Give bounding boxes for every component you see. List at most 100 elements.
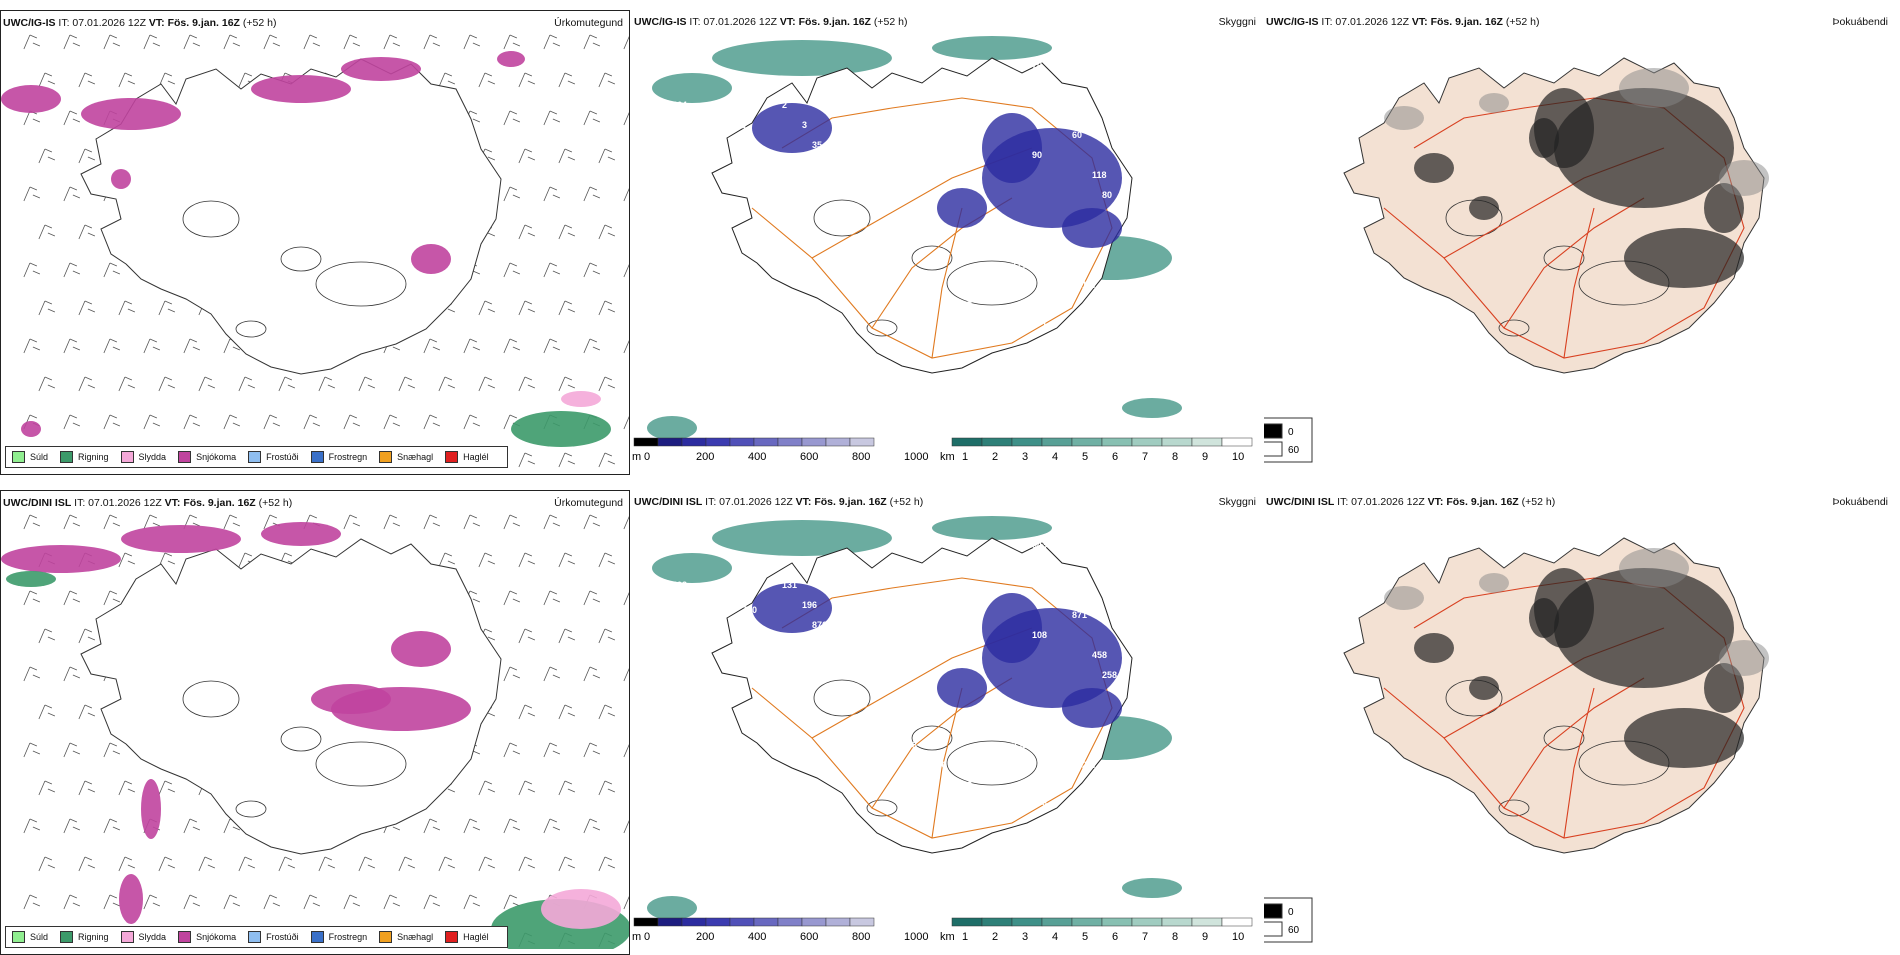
snow-area [21,421,41,437]
ceiling-value-label: 80 [1102,190,1112,200]
panel-title: UWC/DINI ISL IT: 07.01.2026 12Z VT: Fös.… [3,497,292,509]
wind-barb [598,628,616,644]
ceiling-tick: 600 [800,451,818,463]
glacier-outline [946,740,1038,786]
fog-dense-area [1704,663,1744,713]
wind-barb [38,704,56,720]
wind-barb [518,552,536,568]
ceiling-value-label: 286 [1022,780,1037,790]
glacier-outline [911,245,953,271]
legend-swatch [248,451,262,463]
wind-barb [118,300,136,316]
legend-label: Snæhagl [397,452,434,462]
panel-title: UWC/IG-IS IT: 07.01.2026 12Z VT: Fös. 9.… [3,17,276,29]
legend-item: Snjókoma [178,451,236,463]
legend-item: Rigning [60,451,109,463]
fog-dense-area [1529,118,1559,158]
visibility-unit: km [940,451,955,463]
wind-barb [103,414,121,430]
lead-time: (+52 h) [873,16,908,28]
ceiling-value-label: 626 [932,710,947,720]
wind-barb [543,110,561,126]
ceiling-value-label: 93 [992,560,1002,570]
legend-swatch [310,931,324,943]
visibility-panel: UWC/IG-IS IT: 07.01.2026 12Z VT: Fös. 9.… [632,10,1262,475]
legend-swatch [60,451,74,463]
wind-barb [518,224,536,240]
wind-barb [318,376,336,392]
ceiling-tick: 0 [644,931,650,943]
ceiling-color-step [633,917,659,927]
wind-barb [23,262,41,278]
wind-barb [63,338,81,354]
wind-barb [223,414,241,430]
wind-barb [463,338,481,354]
ceiling-value-label: 104 [1052,110,1067,120]
wind-barb [518,72,536,88]
wind-barb [23,666,41,682]
glacier-outline [182,200,240,238]
wind-barb [423,514,441,530]
visibility-color-step [1071,437,1103,447]
wind-barb [543,186,561,202]
road [1563,687,1595,839]
wind-barb [343,894,361,910]
init-time: IT: 07.01.2026 12Z [689,16,777,28]
wind-barb [478,376,496,392]
visibility-tick: 2 [992,931,998,943]
wind-barb [478,780,496,796]
wind-barb [503,818,521,834]
wind-barb [558,628,576,644]
precip-legend: Súld Rigning Slydda Snjókoma Frostúði Frostre… [5,926,508,948]
ceiling-value-label: 73 [962,780,972,790]
wind-barb [78,300,96,316]
ceiling-value-label: 116 [932,760,947,770]
visibility-color-step [1101,917,1133,927]
visibility-panel: UWC/DINI ISL IT: 07.01.2026 12Z VT: Fös.… [632,490,1262,955]
legend-label: Frostúði [266,452,299,462]
low-ceiling-area [752,103,832,153]
ceiling-value-label: 258 [1102,670,1117,680]
fog-map: 0 60 [1264,57,1769,463]
low-visibility-area [932,36,1052,60]
ceiling-color-step [849,917,875,927]
visibility-tick: 4 [1052,451,1058,463]
ceiling-value-label: 35 [812,140,822,150]
wind-barb [118,376,136,392]
wind-barb [558,300,576,316]
visibility-tick: 8 [1172,451,1178,463]
ceiling-value-label: 192 [982,730,997,740]
ceiling-tick: 800 [852,931,870,943]
legend-item: Snæhagl [379,451,433,463]
wind-barb [198,376,216,392]
legend-swatch [445,931,459,943]
wind-barb [598,552,616,568]
ceiling-tick: 800 [852,451,870,463]
wind-barb [78,376,96,392]
wind-barb [438,856,456,872]
wind-barb [518,704,536,720]
fog-light-area [1719,160,1769,196]
wind-barb [423,818,441,834]
visibility-color-step [1131,917,1163,927]
wind-barb [583,590,601,606]
ceiling-value-label: 239 [1012,740,1027,750]
ceiling-color-step [825,437,851,447]
visibility-tick: 9 [1202,451,1208,463]
wind-barb [623,416,629,430]
snow-area [81,98,181,130]
wind-barb [183,894,201,910]
wind-barb [463,514,481,530]
ceiling-color-step [825,917,851,927]
visibility-color-step [1161,437,1193,447]
wind-barb [223,894,241,910]
wind-barb [118,72,136,88]
glacier-outline [1498,799,1530,817]
wind-barb [543,742,561,758]
ceiling-tick: 1000 [904,451,928,463]
wind-barb [503,742,521,758]
ceiling-value-label: 138 [932,230,947,240]
visibility-color-step [1011,437,1043,447]
ceiling-value-label: 206 [1052,750,1067,760]
glacier-outline [866,319,898,337]
